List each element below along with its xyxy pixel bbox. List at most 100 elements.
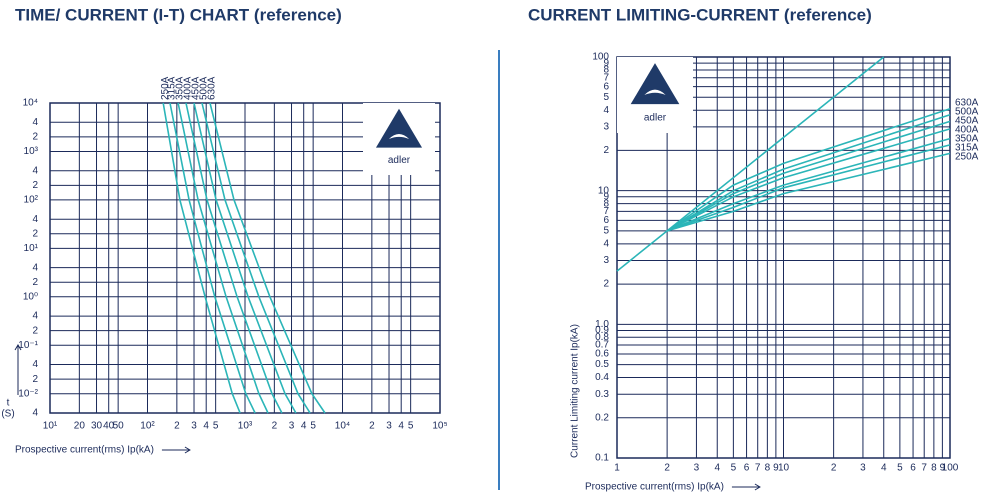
y-tick-label: 2 [32,325,38,336]
logo-mark [630,63,680,105]
y-tick-label: 6 [603,215,609,226]
y-tick-label: 2 [32,132,38,143]
y-tick-label: 2 [32,180,38,191]
logo-mark [375,108,423,148]
x-tick-label: 7 [755,463,761,474]
y-tick-label: 9 [603,191,609,202]
x-tick-label: 7 [921,463,927,474]
fuse-curve [666,137,951,232]
series-label: 350A [175,76,186,100]
y-axis-label: Current Limiting current Ip(kA) [570,324,581,458]
x-tick-label: 6 [910,463,916,474]
y-tick-label: 7 [603,72,609,83]
x-tick-label: 3 [191,421,197,432]
y-tick-label: 9 [603,58,609,69]
x-axis-label: Prospective current(rms) Ip(kA) [585,482,724,493]
chart-title: CURRENT LIMITING-CURRENT (reference) [528,5,872,24]
fuse-curve [162,102,241,414]
fuse-curve [193,102,297,414]
fuse-curve [666,108,951,232]
series-label: 500A [955,107,979,118]
y-tick-label: 0.5 [595,359,609,370]
logo-bird [644,89,666,95]
series-label: 315A [167,76,178,100]
y-tick-label: 0.4 [595,372,609,383]
y-tick-label: 2 [32,277,38,288]
y-tick-label: 4 [32,117,38,128]
y-tick-label: 8 [603,65,609,76]
fuse-curve [666,120,951,232]
x-tick-label: 10³ [238,421,253,432]
y-tick-label: 5 [603,226,609,237]
x-tick-label: 9 [940,463,946,474]
y-tick-label: 10² [24,195,39,206]
y-axis-label: t [7,398,10,409]
y-tick-label: 4 [603,238,609,249]
x-tick-label: 2 [831,463,837,474]
x-tick-label: 2 [272,421,278,432]
x-tick-label: 4 [714,463,720,474]
y-tick-label: 4 [603,105,609,116]
x-tick-label: 6 [744,463,750,474]
fuse-curve [616,56,885,272]
y-tick-label: 5 [603,92,609,103]
x-tick-label: 5 [310,421,316,432]
series-label: 315A [955,143,979,154]
y-tick-label: 10¹ [24,243,39,254]
fuse-curve [666,144,951,232]
logo-text: adler [388,155,411,166]
y-tick-label: 4 [32,214,38,225]
series-label: 630A [207,76,218,100]
y-tick-label: 4 [32,165,38,176]
x-tick-label: 20 [74,421,86,432]
series-label: 400A [955,125,979,136]
y-tick-label: 3 [603,255,609,266]
y-tick-label: 2 [603,279,609,290]
y-tick-label: 0.1 [595,453,609,464]
y-tick-label: 0.9 [595,325,609,336]
y-tick-label: 0.6 [595,349,609,360]
fuse-curve [185,102,283,414]
x-tick-label: 30 [91,421,103,432]
y-tick-label: 0.2 [595,412,609,423]
fuse-curve [169,102,256,414]
x-tick-label: 8 [765,463,771,474]
series-label: 250A [160,76,171,100]
y-tick-label: 2 [603,145,609,156]
series-label: 350A [955,134,979,145]
y-tick-label: 3 [603,122,609,133]
x-tick-label: 5 [213,421,219,432]
x-axis-arrow [161,446,191,454]
x-tick-label: 2 [369,421,375,432]
y-tick-label: 10⁴ [23,98,38,109]
y-tick-label: 10³ [24,146,39,157]
chart-title: TIME/ CURRENT (I-T) CHART (reference) [15,5,342,24]
y-tick-label: 4 [32,311,38,322]
x-tick-label: 10⁴ [335,421,350,432]
y-tick-label: 100 [592,52,609,63]
y-tick-label: 10⁻² [18,388,38,399]
x-tick-label: 3 [386,421,392,432]
y-tick-label: 6 [603,81,609,92]
y-tick-label: 10⁰ [23,291,38,302]
fuse-curve [177,102,269,414]
series-label: 450A [955,116,979,127]
y-tick-label: 0.8 [595,332,609,343]
x-tick-label: 100 [942,463,959,474]
series-label: 400A [183,76,194,100]
x-tick-label: 3 [694,463,700,474]
x-tick-label: 2 [664,463,670,474]
x-tick-label: 4 [203,421,209,432]
y-tick-label: 0.7 [595,340,609,351]
x-tick-label: 3 [860,463,866,474]
fuse-curve [666,152,951,232]
y-tick-label: 2 [32,228,38,239]
y-tick-label: 4 [32,359,38,370]
y-tick-label: 7 [603,206,609,217]
x-tick-label: 4 [881,463,887,474]
x-tick-label: 3 [289,421,295,432]
y-tick-label: 0.3 [595,389,609,400]
y-tick-label: 10⁻¹ [18,340,38,351]
